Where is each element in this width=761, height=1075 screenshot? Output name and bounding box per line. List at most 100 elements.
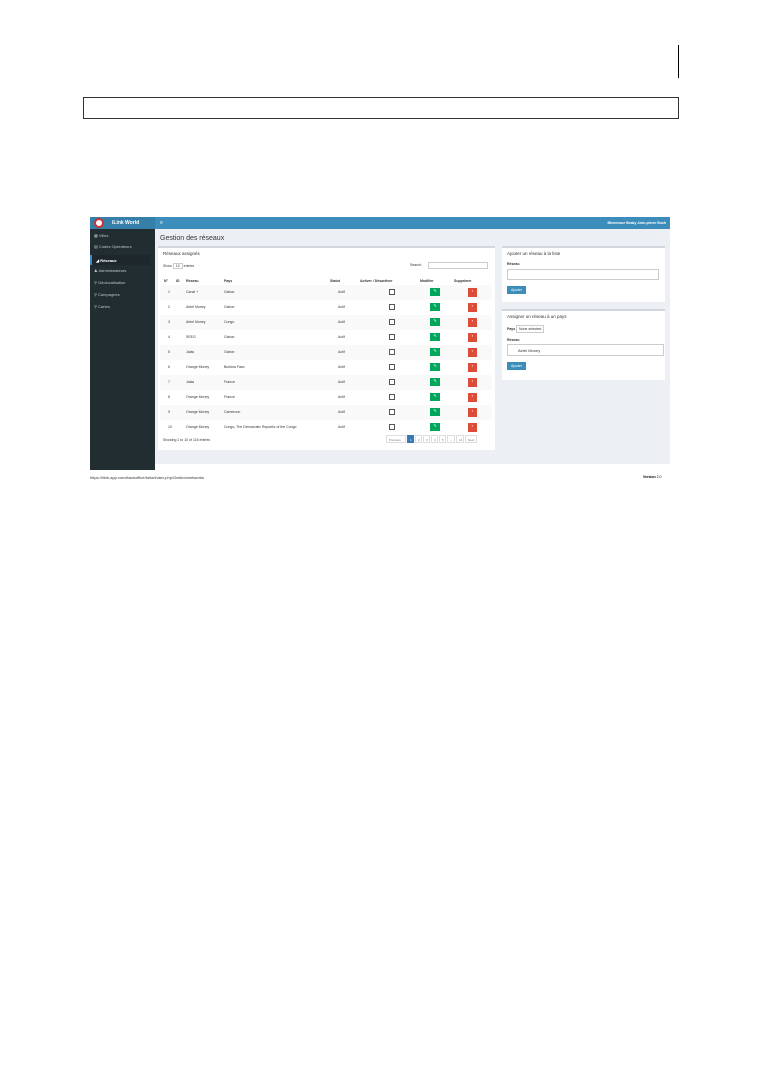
- cell-statut: Actif: [338, 350, 345, 354]
- page-link[interactable]: Next: [465, 435, 477, 443]
- edit-button[interactable]: ✎: [430, 288, 440, 296]
- empty-frame: [83, 97, 679, 119]
- page-link[interactable]: 3: [423, 435, 430, 443]
- sidebar-item-villes[interactable]: ▦ Villes: [94, 233, 109, 238]
- trash-icon: ▪: [471, 423, 474, 428]
- cell-reseau: Jalas: [186, 380, 195, 384]
- reseau-input[interactable]: [507, 269, 659, 280]
- edit-icon: ✎: [433, 363, 437, 368]
- sidebar-item-cartes[interactable]: ⚲ Cartes: [94, 304, 110, 309]
- page-link[interactable]: 2: [415, 435, 422, 443]
- logo[interactable]: iLink World: [90, 217, 155, 229]
- activate-checkbox[interactable]: [389, 379, 395, 385]
- footer: [155, 464, 670, 470]
- page-link[interactable]: 1: [407, 435, 414, 443]
- trash-icon: ▪: [471, 363, 474, 368]
- col-modifier[interactable]: Modifier: [420, 279, 434, 283]
- edit-icon: ✎: [433, 348, 437, 353]
- delete-button[interactable]: ▪: [468, 288, 477, 297]
- sidebar-item-geoloc[interactable]: ⚲ Géolocalisation: [94, 280, 126, 285]
- pays-select[interactable]: None selected: [516, 325, 545, 333]
- cell-n: 4: [168, 335, 170, 339]
- label: Administrateurs: [98, 268, 127, 273]
- menu-toggle-icon[interactable]: ≡: [160, 220, 163, 226]
- trash-icon: ▪: [471, 333, 474, 338]
- page-link[interactable]: ...: [447, 435, 455, 443]
- edit-button[interactable]: ✎: [430, 363, 440, 371]
- version: Version 2.0: [643, 475, 662, 479]
- cell-n: 7: [168, 380, 170, 384]
- cell-reseau: Jalas: [186, 350, 195, 354]
- sidebar-item-admins[interactable]: ♟ Administrateurs: [94, 268, 127, 273]
- col-id[interactable]: ID: [176, 279, 180, 283]
- edit-icon: ✎: [433, 423, 437, 428]
- delete-button[interactable]: ▪: [468, 348, 477, 357]
- edit-button[interactable]: ✎: [430, 393, 440, 401]
- assign-button[interactable]: Ajouter: [507, 362, 527, 370]
- delete-button[interactable]: ▪: [468, 423, 477, 432]
- page-link[interactable]: 5: [439, 435, 446, 443]
- col-reseau[interactable]: Réseau: [186, 279, 199, 283]
- add-network-panel: Ajouter un réseau à la liste Réseau Ajou…: [502, 246, 665, 302]
- version-value: 2.0: [656, 475, 662, 479]
- activate-checkbox[interactable]: [389, 424, 395, 430]
- sidebar-item-reseaux[interactable]: ◢ Réseaux: [90, 255, 150, 265]
- activate-checkbox[interactable]: [389, 304, 395, 310]
- trash-icon: ▪: [471, 318, 474, 323]
- label: Campagnes: [98, 292, 120, 297]
- delete-button[interactable]: ▪: [468, 318, 477, 327]
- edit-button[interactable]: ✎: [430, 333, 440, 341]
- page-link[interactable]: Previous: [386, 435, 406, 443]
- panel-title: Ajouter un réseau à la liste: [507, 251, 561, 256]
- length-control: Show 10 entries: [163, 263, 194, 269]
- reseau-label: Réseau: [507, 338, 520, 342]
- edit-button[interactable]: ✎: [430, 423, 440, 431]
- page-title: Gestion des réseaux: [160, 235, 225, 242]
- activate-checkbox[interactable]: [389, 319, 395, 325]
- cell-pays: Congo: [224, 320, 235, 324]
- table-row: 5 Jalas Gabon Actif ✎ ▪: [160, 345, 492, 360]
- welcome-text[interactable]: Bienvenue Beaky Jean-pierre Bush: [607, 221, 666, 225]
- edit-button[interactable]: ✎: [430, 408, 440, 416]
- delete-button[interactable]: ▪: [468, 303, 477, 312]
- edit-icon: ✎: [433, 318, 437, 323]
- cell-statut: Actif: [338, 425, 345, 429]
- activate-checkbox[interactable]: [389, 334, 395, 340]
- edit-button[interactable]: ✎: [430, 318, 440, 326]
- delete-button[interactable]: ▪: [468, 333, 477, 342]
- add-button[interactable]: Ajouter: [507, 286, 527, 294]
- trash-icon: ▪: [471, 408, 474, 413]
- col-supprimer[interactable]: Supprimer: [454, 279, 472, 283]
- activate-checkbox[interactable]: [389, 409, 395, 415]
- cell-statut: Actif: [338, 380, 345, 384]
- col-statut[interactable]: Statut: [330, 279, 340, 283]
- entries-select[interactable]: 10: [172, 263, 183, 269]
- col-activer[interactable]: Activer / Désactiver: [360, 279, 393, 283]
- delete-button[interactable]: ▪: [468, 393, 477, 402]
- search-input[interactable]: [428, 262, 488, 269]
- table-row: 4 SEEG Gabon Actif ✎ ▪: [160, 330, 492, 345]
- page-link[interactable]: 4: [431, 435, 438, 443]
- trash-icon: ▪: [471, 348, 474, 353]
- delete-button[interactable]: ▪: [468, 363, 477, 372]
- activate-checkbox[interactable]: [389, 289, 395, 295]
- edit-button[interactable]: ✎: [430, 378, 440, 386]
- cell-n: 5: [168, 350, 170, 354]
- delete-button[interactable]: ▪: [468, 408, 477, 417]
- activate-checkbox[interactable]: [389, 364, 395, 370]
- col-pays[interactable]: Pays: [224, 279, 233, 283]
- activate-checkbox[interactable]: [389, 349, 395, 355]
- edit-button[interactable]: ✎: [430, 348, 440, 356]
- label: Codes Opérateurs: [98, 244, 132, 249]
- sidebar-item-campagnes[interactable]: ⚲ Campagnes: [94, 292, 120, 297]
- delete-button[interactable]: ▪: [468, 378, 477, 387]
- edit-button[interactable]: ✎: [430, 303, 440, 311]
- edit-icon: ✎: [433, 378, 437, 383]
- sidebar-item-codes[interactable]: ▤ Codes Opérateurs: [94, 244, 132, 249]
- reseau-select[interactable]: Airtel Money: [507, 344, 664, 356]
- page-link[interactable]: 12: [456, 435, 464, 443]
- activate-checkbox[interactable]: [389, 394, 395, 400]
- show-label: Show: [163, 264, 172, 268]
- col-n[interactable]: N°: [164, 279, 168, 283]
- cell-pays: Gabon: [224, 350, 235, 354]
